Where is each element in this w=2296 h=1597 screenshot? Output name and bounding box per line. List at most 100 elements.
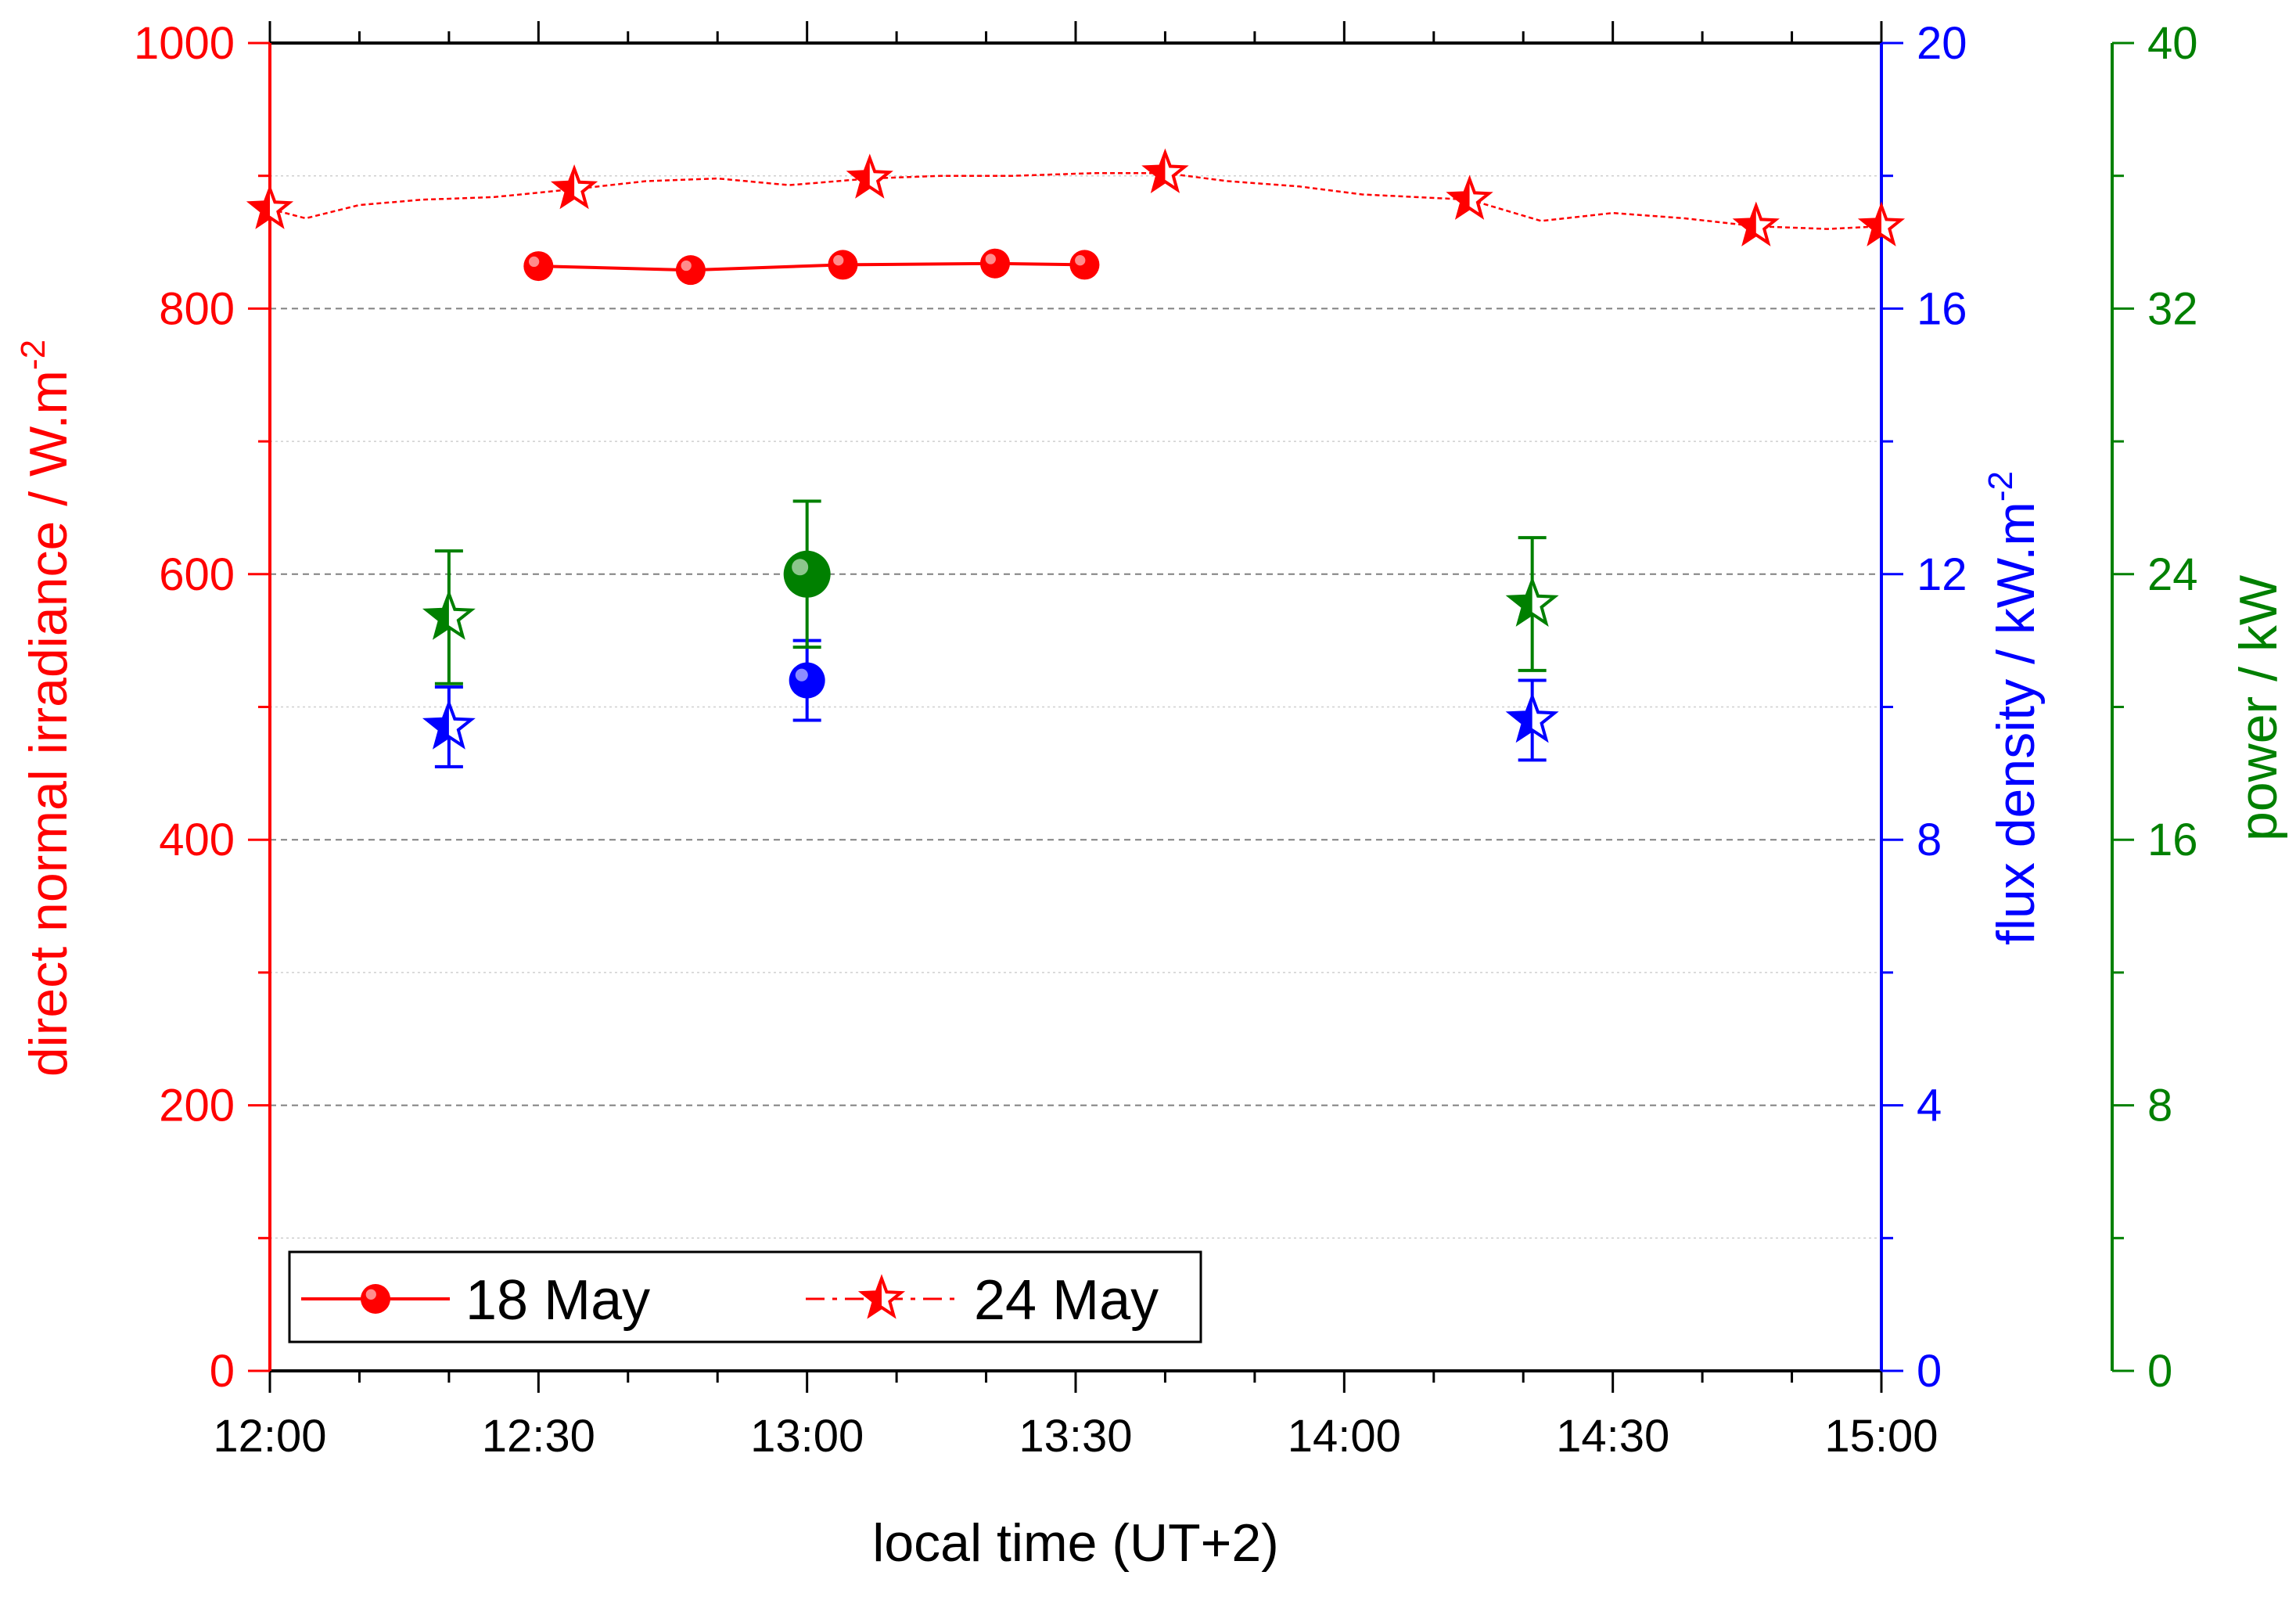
left-axis-label-text: direct normal irradiance / W.m: [19, 370, 78, 1077]
right_power-tick-label: 32: [2147, 283, 2198, 334]
series-flux-density-18-may: [789, 638, 825, 722]
legend-circle-marker-highlight: [365, 1289, 376, 1300]
legend-box: [288, 1250, 1202, 1343]
legend-marker-18-may: [361, 1284, 390, 1314]
right_flux-tick-label: 4: [1917, 1081, 1942, 1131]
right_power-tick-label: 16: [2147, 815, 2198, 865]
data-point-fill: [1737, 206, 1756, 243]
data-point-highlight: [985, 254, 996, 264]
data-point-body: [783, 550, 831, 598]
data-point: [980, 248, 1010, 279]
data-point: [422, 699, 476, 750]
x-tick-label: 12:30: [482, 1411, 595, 1462]
data-point-outline: [846, 153, 893, 199]
x-tick-label: 14:30: [1556, 1411, 1669, 1462]
series-flux-density-24-may: [422, 678, 1559, 768]
grid-lines: [270, 174, 1881, 1239]
right_flux-tick-label: 20: [1917, 18, 1967, 69]
right_flux-tick-label: 8: [1917, 815, 1942, 865]
series-power-24-may: [422, 536, 1559, 685]
legend-star-marker-outline: [857, 1274, 906, 1319]
data-point: [1446, 174, 1493, 220]
data-point-bg: [426, 703, 472, 746]
data-point-fill: [850, 158, 870, 196]
data-point-fill: [1450, 179, 1470, 217]
legend-label-18-may: 18 May: [465, 1269, 650, 1332]
right_power-tick-label: 0: [2147, 1346, 2172, 1397]
axes: 12:00 12:30 13:00 13:30 14:00 14:30 15:0002004…: [134, 18, 2198, 1462]
data-point-highlight: [1075, 255, 1086, 266]
data-point: [1505, 576, 1559, 627]
data-point-outline: [1446, 174, 1493, 220]
x-axis-label: local time (UT+2): [872, 1513, 1279, 1573]
data-point-outline: [550, 164, 598, 210]
data-point: [422, 589, 476, 640]
left-axis-label: direct normal irradiance / W.m-2: [14, 340, 78, 1077]
data-point-highlight: [681, 260, 692, 272]
data-point-outline: [1505, 692, 1559, 743]
x-tick-label: 15:00: [1824, 1411, 1938, 1462]
data-point: [550, 164, 598, 210]
data-point-body: [789, 662, 825, 699]
data-point-highlight: [833, 255, 844, 266]
data-point-bg: [1145, 153, 1185, 190]
flux-axis-label-text: flux density / kW.m: [1986, 502, 2046, 945]
legend-star-marker-fill: [862, 1279, 882, 1315]
left-tick-label: 800: [159, 283, 235, 334]
series-direct-normal-irradiance-24-may: [246, 148, 1906, 246]
data-point-body: [675, 255, 706, 286]
data-point-outline: [1732, 201, 1780, 246]
power-axis-label: power / kW: [2229, 575, 2288, 841]
data-point-body: [980, 248, 1010, 279]
left-tick-label: 200: [159, 1081, 235, 1131]
data-point: [1505, 692, 1559, 743]
data-point-body: [828, 250, 858, 280]
left-axis-label-superscript: -2: [14, 340, 52, 370]
left-tick-label: 400: [159, 815, 235, 865]
data-point-outline: [246, 184, 294, 229]
right_flux-tick-label: 0: [1917, 1346, 1942, 1397]
data-point-bg: [850, 158, 889, 196]
data-series: [246, 148, 1906, 768]
right_power-tick-label: 8: [2147, 1081, 2172, 1131]
data-point: [1141, 148, 1189, 193]
data-point-fill: [426, 703, 449, 746]
legend-circle-marker: [361, 1284, 390, 1314]
data-point-outline: [1505, 576, 1559, 627]
legend-label-24-may: 24 May: [974, 1269, 1159, 1332]
data-point-bg: [1737, 206, 1776, 243]
x-tick-label: 13:00: [750, 1411, 864, 1462]
data-point-outline: [422, 589, 476, 640]
data-point-fill: [1862, 206, 1881, 243]
data-point: [523, 251, 554, 282]
data-point: [846, 153, 893, 199]
data-point-highlight: [792, 559, 809, 576]
data-point-fill: [426, 594, 449, 637]
right_flux-tick-label: 12: [1917, 549, 1967, 600]
data-point-fill: [250, 189, 270, 226]
data-point-body: [1069, 250, 1100, 280]
data-point-outline: [1141, 148, 1189, 193]
data-point-fill: [1510, 581, 1532, 624]
series-line: [269, 172, 1882, 230]
left-tick-label: 600: [159, 549, 235, 600]
x-tick-label: 13:30: [1019, 1411, 1132, 1462]
legend-circle-marker-body: [361, 1284, 390, 1314]
data-point: [675, 255, 706, 286]
right_flux-tick-label: 16: [1917, 283, 1967, 334]
data-point-highlight: [528, 256, 540, 268]
data-point-bg: [426, 594, 472, 637]
right_power-tick-label: 24: [2147, 549, 2198, 600]
data-point: [1069, 250, 1100, 280]
data-point: [789, 662, 825, 699]
data-point-fill: [1145, 153, 1166, 190]
x-tick-label: 12:00: [213, 1411, 326, 1462]
data-point-outline: [422, 699, 476, 750]
data-point: [1732, 201, 1780, 246]
x-tick-label: 14:00: [1288, 1411, 1401, 1462]
series-direct-normal-irradiance-18-may: [523, 248, 1100, 286]
flux-axis-label-superscript: -2: [1982, 471, 2020, 502]
data-point-body: [523, 251, 554, 282]
legend: 18 May 24 May: [288, 1250, 1202, 1343]
